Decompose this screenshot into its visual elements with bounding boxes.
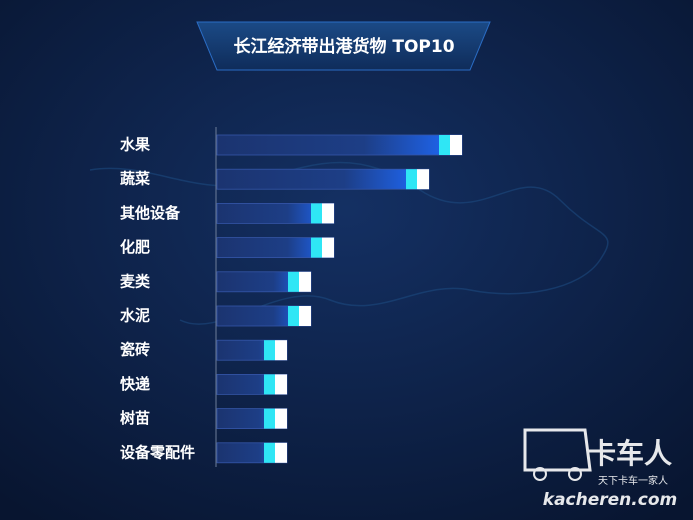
y-tick-label: 麦类 bbox=[120, 272, 151, 290]
bar-cap-cyan bbox=[264, 340, 275, 361]
bar-cap-cyan bbox=[264, 442, 275, 463]
bar-cap-cyan bbox=[288, 306, 299, 326]
y-tick-label: 蔬菜 bbox=[120, 170, 150, 188]
bar-cap-white bbox=[417, 169, 429, 190]
y-tick-label: 水泥 bbox=[120, 307, 150, 325]
bar-cap-white bbox=[299, 306, 311, 326]
bar-cap-cyan bbox=[264, 408, 275, 429]
watermark: 卡车人 天下卡车一家人 kacheren.com bbox=[523, 428, 677, 510]
bar-cap-white bbox=[275, 408, 287, 429]
bar-cap-white bbox=[275, 340, 287, 361]
bar-cap-white bbox=[322, 203, 334, 224]
title-banner bbox=[196, 21, 491, 71]
bar-cap-white bbox=[275, 442, 287, 463]
truck-icon bbox=[523, 428, 592, 472]
y-tick-label: 化肥 bbox=[120, 238, 150, 256]
y-tick-label: 水果 bbox=[120, 136, 151, 154]
y-tick-label: 瓷砖 bbox=[120, 341, 150, 359]
chart-title: 长江经济带出港货物 TOP10 bbox=[233, 36, 454, 57]
y-tick-label: 设备零配件 bbox=[120, 443, 195, 461]
bar bbox=[216, 134, 463, 156]
y-tick-label: 其他设备 bbox=[120, 204, 181, 222]
bar-cap-cyan bbox=[439, 135, 450, 155]
watermark-site: kacheren.com bbox=[543, 490, 677, 510]
bar-cap-cyan bbox=[264, 374, 275, 395]
truck-wheel bbox=[533, 467, 547, 481]
watermark-slogan: 天下卡车一家人 bbox=[598, 474, 668, 487]
bar-cap-cyan bbox=[311, 203, 322, 224]
bar bbox=[216, 168, 430, 190]
bar-cap-cyan bbox=[311, 237, 322, 258]
watermark-brand: 卡车人 bbox=[588, 437, 672, 470]
bar-cap-cyan bbox=[288, 271, 299, 292]
y-tick-label: 快递 bbox=[120, 375, 150, 393]
bar-cap-white bbox=[275, 374, 287, 395]
truck-wheel bbox=[568, 467, 582, 481]
bar-cap-cyan bbox=[406, 169, 417, 190]
bar-cap-white bbox=[299, 271, 311, 292]
bar-cap-white bbox=[322, 237, 334, 258]
y-tick-label: 树苗 bbox=[120, 409, 150, 427]
bar-cap-white bbox=[450, 135, 462, 155]
